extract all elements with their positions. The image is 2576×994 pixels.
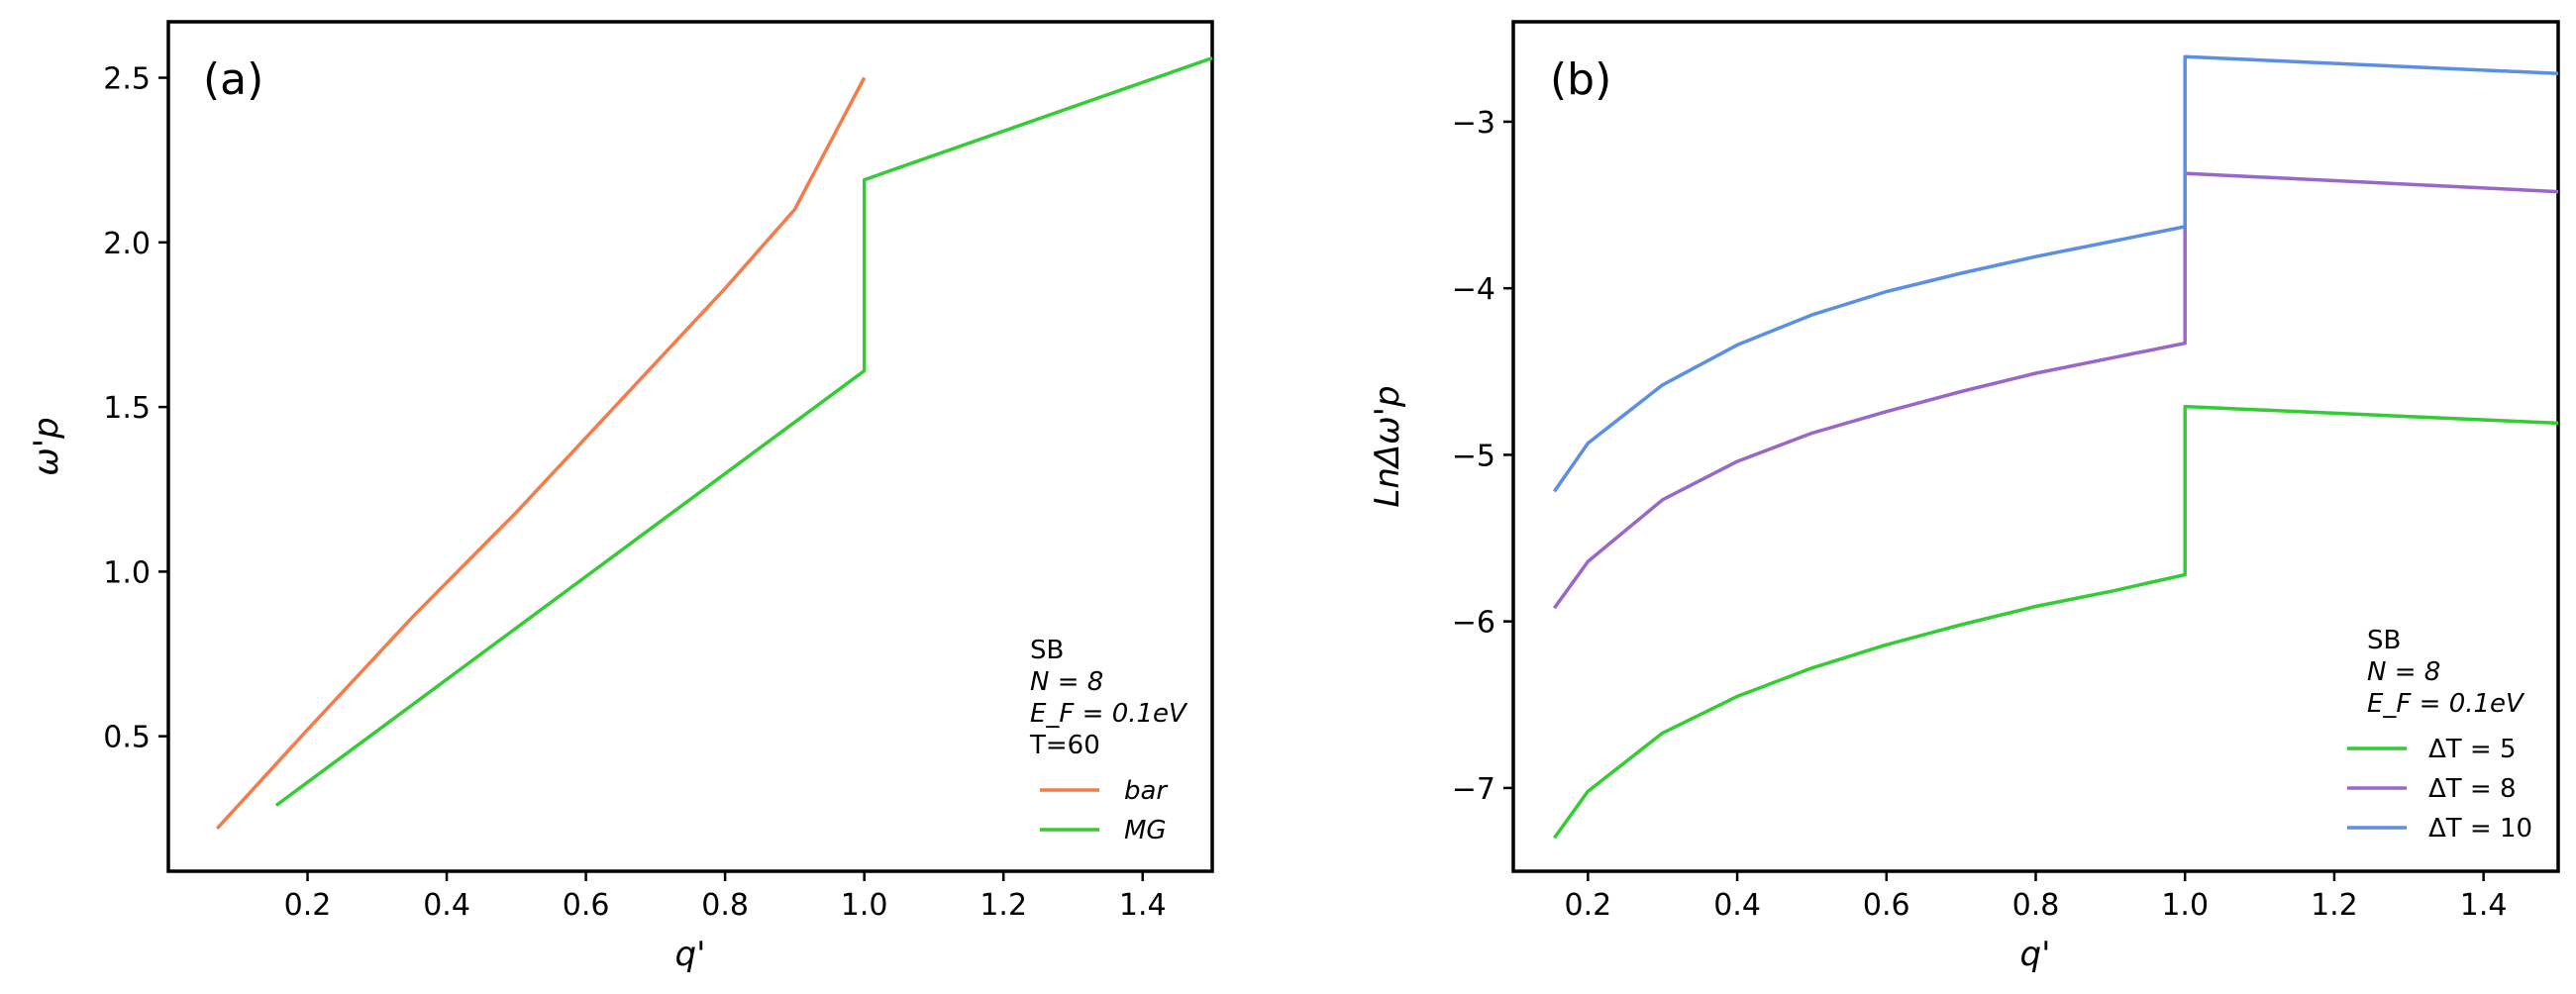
x-tick-label: 0.8 xyxy=(2012,888,2060,923)
panel-a-y-ticks: 0.5 1.0 1.5 2.0 2.5 xyxy=(103,62,168,755)
y-tick-label: −3 xyxy=(1452,106,1495,141)
x-tick-label: 0.6 xyxy=(563,888,610,923)
legend-a-line-3: E_F = 0.1eV xyxy=(1030,699,1188,729)
x-tick-label: 0.4 xyxy=(1713,888,1761,923)
x-tick-label: 0.2 xyxy=(284,888,332,923)
x-tick-label: 1.2 xyxy=(2311,888,2358,923)
y-tick-label: 0.5 xyxy=(103,721,151,755)
panel-b-label: (b) xyxy=(1550,54,1611,105)
panel-a-frame xyxy=(166,20,1214,873)
x-tick-label: 1.0 xyxy=(2161,888,2209,923)
y-tick-label: 1.5 xyxy=(103,391,151,426)
y-tick-label: −7 xyxy=(1452,772,1495,807)
series-line-mg xyxy=(274,55,1213,807)
panel-b-y-ticks: −3 −4 −5 −6 −7 xyxy=(1452,106,1513,807)
y-tick-label: −5 xyxy=(1452,439,1495,473)
panel-a-series xyxy=(215,55,1213,830)
panel-b: (b) 0.2 0.4 0.6 0.8 1.0 1.2 1.4 −3−4−5−6−7 q' … xyxy=(1368,20,2560,974)
y-tick-label: 2.0 xyxy=(103,227,151,261)
y-tick-label: −4 xyxy=(1452,272,1495,307)
panel-a-legend: SB N = 8 E_F = 0.1eV T=60 bar MG xyxy=(1029,636,1188,845)
x-tick-label: 1.4 xyxy=(2460,888,2508,923)
panel-a-y-label: ω'p xyxy=(27,417,66,475)
panel-b-y-label: LnΔω'p xyxy=(1368,385,1407,507)
x-tick-label: 0.4 xyxy=(423,888,470,923)
series-line-t-5 xyxy=(1552,404,2559,840)
legend-b-dt10-label: ΔT = 10 xyxy=(2428,814,2532,844)
panel-b-frame xyxy=(1511,20,2560,873)
legend-a-line-4: T=60 xyxy=(1029,731,1100,760)
y-tick-label: 2.5 xyxy=(103,62,151,97)
legend-b-dt8-label: ΔT = 8 xyxy=(2428,774,2517,804)
x-tick-label: 1.4 xyxy=(1119,888,1167,923)
x-tick-label: 1.2 xyxy=(979,888,1027,923)
legend-a-mg-label: MG xyxy=(1124,816,1167,845)
x-tick-label: 0.8 xyxy=(701,888,749,923)
panel-b-x-label: q' xyxy=(2020,935,2051,974)
y-tick-label: −6 xyxy=(1452,606,1495,641)
x-tick-label: 1.0 xyxy=(841,888,888,923)
series-line-t-8 xyxy=(1552,171,2559,610)
y-tick-label: 1.0 xyxy=(103,555,151,590)
panel-a-x-ticks: 0.2 0.4 0.6 0.8 1.0 1.2 1.4 xyxy=(284,871,1167,923)
x-tick-label: 0.6 xyxy=(1863,888,1910,923)
legend-a-line-2: N = 8 xyxy=(1030,667,1103,697)
series-line-t-10 xyxy=(1552,54,2559,493)
panel-b-x-ticks: 0.2 0.4 0.6 0.8 1.0 1.2 1.4 xyxy=(1564,871,2508,923)
series-line-bar xyxy=(215,76,867,830)
legend-a-bar-label: bar xyxy=(1124,776,1169,806)
legend-b-dt5-label: ΔT = 5 xyxy=(2428,735,2517,764)
legend-b-line-3: E_F = 0.1eV xyxy=(2367,689,2525,719)
panel-a-label: (a) xyxy=(203,54,263,105)
panel-a: (a) 0.2 0.4 0.6 0.8 1.0 1.2 1.4 0.5 1.0 1.5 2.0 2.… xyxy=(27,20,1214,974)
panel-b-legend: SB N = 8 E_F = 0.1eV ΔT = 5 ΔT = 8 ΔT = … xyxy=(2347,626,2532,844)
legend-a-line-1: SB xyxy=(1030,636,1064,665)
x-tick-label: 0.2 xyxy=(1564,888,1611,923)
panel-a-x-label: q' xyxy=(675,935,706,974)
legend-b-line-2: N = 8 xyxy=(2367,657,2440,687)
legend-b-line-1: SB xyxy=(2367,626,2401,655)
panel-b-series xyxy=(1552,54,2559,840)
